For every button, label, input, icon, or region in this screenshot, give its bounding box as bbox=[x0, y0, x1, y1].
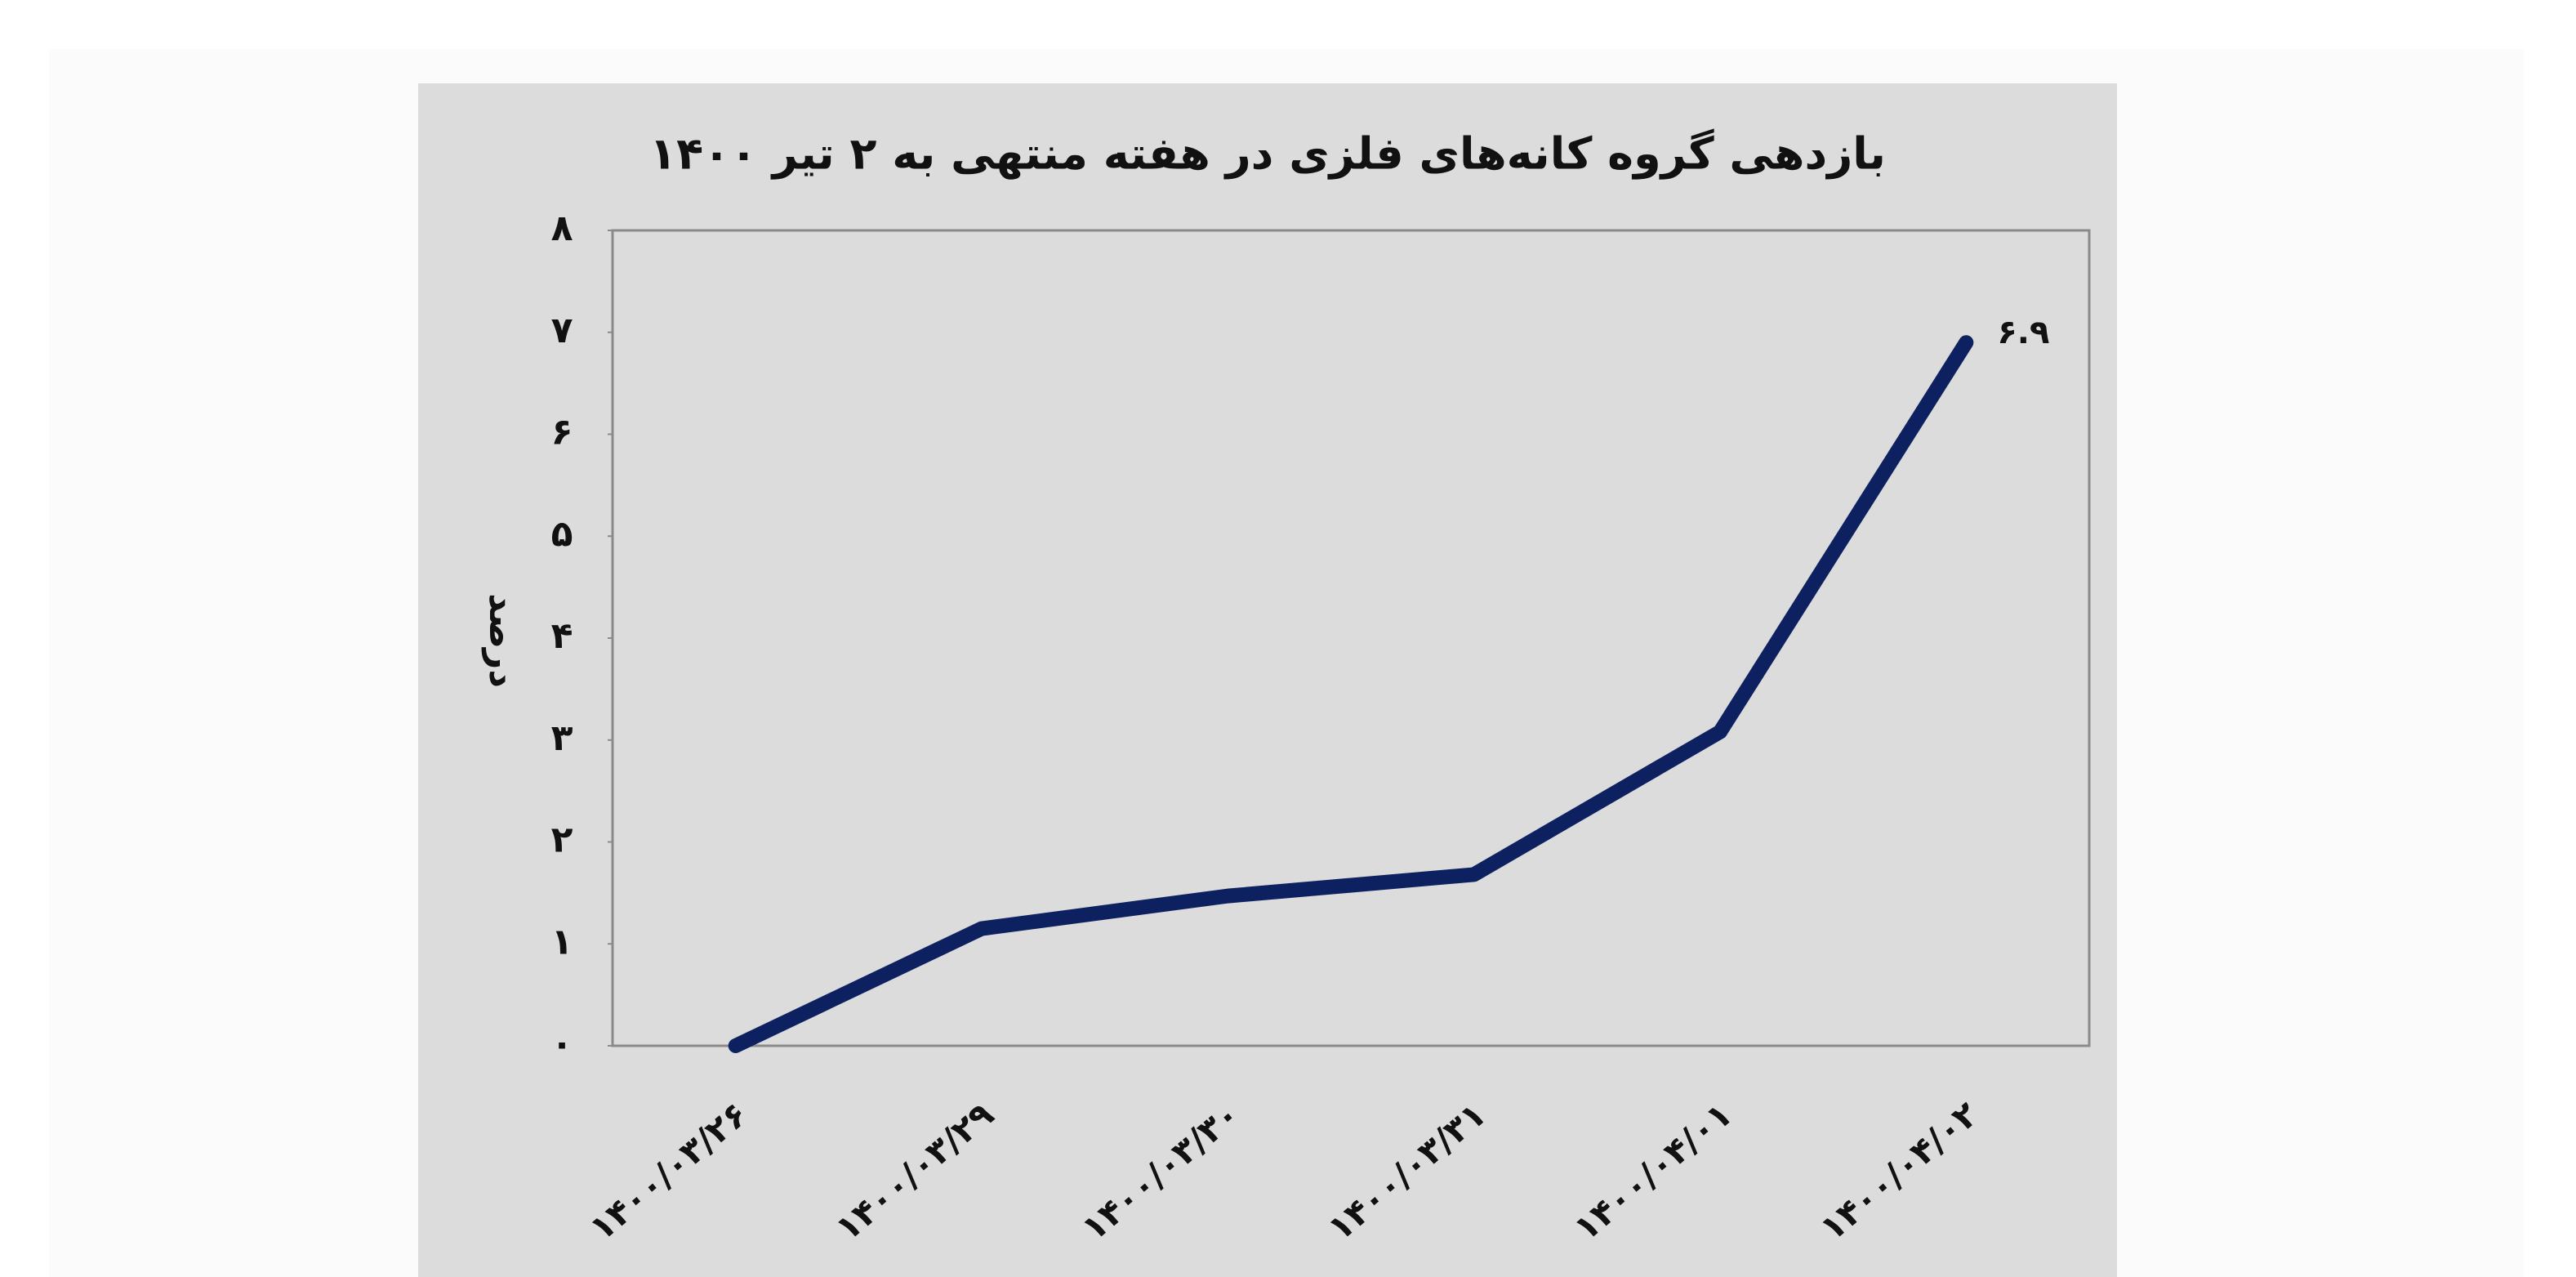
data-label: ۶.۹ bbox=[1997, 314, 2049, 351]
plot-area bbox=[611, 229, 2091, 1047]
chart-title: بازدهی گروه کانه‌های فلزی در هفته منتهی … bbox=[649, 128, 1886, 180]
y-tick-label: ۸ bbox=[551, 208, 573, 249]
y-tick-label: ۳ bbox=[551, 717, 573, 759]
y-tick-label: ۷ bbox=[551, 310, 573, 351]
y-tick-label: ۵ bbox=[551, 513, 573, 555]
y-tick-label: ۰ bbox=[551, 1023, 573, 1065]
y-tick-label: ۴ bbox=[551, 615, 573, 657]
y-tick-label: ۲ bbox=[551, 819, 573, 861]
y-axis-label: درصد bbox=[481, 593, 523, 688]
y-tick-label: ۱ bbox=[551, 921, 573, 962]
y-tick-label: ۶ bbox=[551, 412, 573, 453]
line-series bbox=[728, 335, 1974, 1053]
